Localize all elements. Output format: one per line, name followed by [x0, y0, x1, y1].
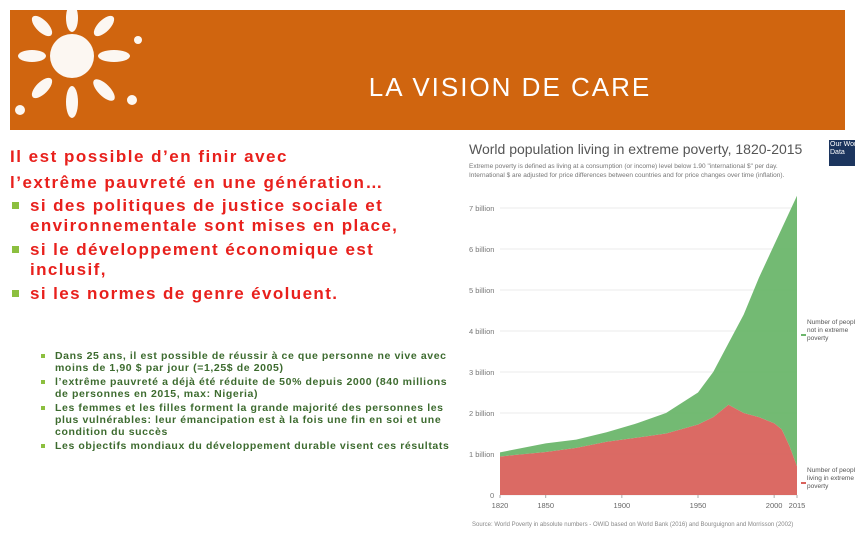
x-tick-label: 1950 [690, 501, 707, 510]
x-tick-label: 1820 [492, 501, 509, 510]
x-tick-label: 2015 [789, 501, 806, 510]
y-tick-label: 4 billion [469, 327, 494, 336]
y-tick-label: 5 billion [469, 286, 494, 295]
legend-box: Number of people not in extreme poverty [807, 319, 855, 353]
y-tick-label: 2 billion [469, 409, 494, 418]
chart-title: World population living in extreme pover… [469, 141, 803, 157]
x-tick-label: 1850 [537, 501, 554, 510]
y-tick-label: 1 billion [469, 450, 494, 459]
y-tick-label: 6 billion [469, 245, 494, 254]
chart-source: Source: World Poverty in absolute number… [472, 522, 793, 528]
logo-text: Our World in Data [830, 141, 855, 157]
legend-label: Number of people not in extreme poverty [807, 319, 855, 343]
slide: LA VISION DE CARE Il est possible d’en f… [0, 0, 855, 535]
y-tick-label: 7 billion [469, 204, 494, 213]
chart-subtitle: Extreme poverty is defined as living at … [469, 163, 778, 170]
x-tick-label: 1900 [614, 501, 631, 510]
y-tick-label: 3 billion [469, 368, 494, 377]
legend-box: Number of people living in extreme pover… [807, 467, 855, 501]
x-tick-label: 2000 [766, 501, 783, 510]
y-tick-label: 0 [490, 491, 494, 500]
chart-subtitle: International $ are adjusted for price d… [469, 172, 785, 179]
chart: World population living in extreme pover… [0, 0, 855, 535]
owid-logo-text: Our World in Data [830, 141, 855, 165]
legend-label: Number of people living in extreme pover… [807, 467, 855, 491]
